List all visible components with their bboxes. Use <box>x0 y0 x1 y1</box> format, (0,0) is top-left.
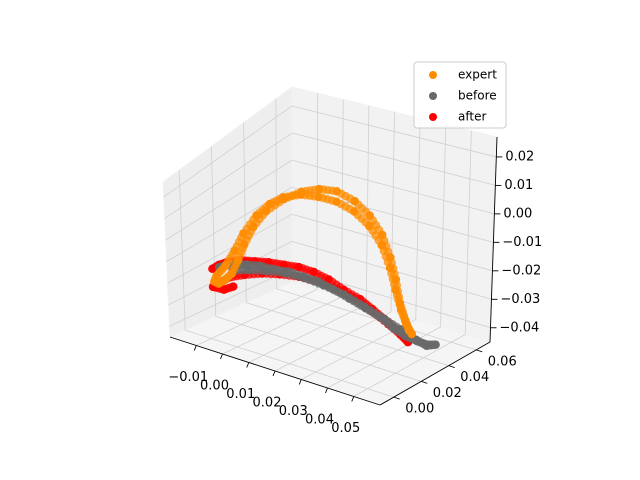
z-tick-label: 0.00 <box>503 206 532 221</box>
legend-marker-after <box>429 113 437 121</box>
grid-line-x-floor <box>222 296 342 355</box>
z-tick-label: −0.01 <box>502 235 542 250</box>
grid-line-z-left <box>167 213 293 284</box>
y-tick-label: 0.02 <box>433 386 462 401</box>
grid-line-z-left <box>165 159 293 241</box>
z-tick-label: 0.02 <box>505 149 534 164</box>
x-tick-mark <box>325 387 328 394</box>
y-tick-mark <box>476 349 483 353</box>
z-axis-line <box>489 136 498 343</box>
series-expert <box>210 184 416 339</box>
x-tick-mark <box>351 396 355 402</box>
y-axis-line <box>379 341 491 406</box>
y-tick-label: 0.00 <box>405 402 434 417</box>
grid-line-y-left <box>178 170 186 331</box>
x-tick-mark <box>220 353 223 360</box>
grid-line-x-floor <box>248 304 367 363</box>
axis-panes <box>162 86 498 406</box>
legend-marker-expert <box>429 71 437 79</box>
grid-line-y-floor <box>215 315 422 382</box>
legend: expert before after <box>413 61 507 129</box>
y-tick-mark <box>421 380 428 384</box>
z-tick-label: 0.01 <box>504 178 533 193</box>
grid-line-x-floor <box>327 326 441 389</box>
tick-labels: −0.010.000.010.020.030.040.050.000.020.0… <box>168 149 542 436</box>
data-points <box>208 184 440 350</box>
x-tick-mark <box>298 379 302 385</box>
y-tick-mark <box>448 365 455 369</box>
trail-marker-after <box>229 282 238 291</box>
grid-line-x-floor <box>274 311 392 372</box>
x-tick-label: 0.04 <box>305 413 334 428</box>
grid-line-x-floor <box>196 289 317 346</box>
grid-line-z-back <box>291 132 496 186</box>
legend-label-before: before <box>458 89 497 103</box>
y-tick-mark <box>393 396 400 400</box>
grid-line-z-back <box>291 105 497 158</box>
x-tick-label: 0.05 <box>331 421 360 436</box>
y-tick-label: 0.04 <box>460 370 489 385</box>
grid-line-x-back <box>365 105 370 305</box>
x-tick-label: −0.01 <box>168 370 208 385</box>
legend-frame <box>413 61 507 129</box>
x-tick-label: 0.03 <box>279 404 308 419</box>
grid-line-x-floor <box>353 334 466 397</box>
grid-lines <box>163 93 497 398</box>
x-tick-label: 0.00 <box>200 379 229 394</box>
grid-line-z-left <box>164 132 293 219</box>
grid-line-y-left <box>275 98 278 289</box>
legend-label-after: after <box>458 110 486 124</box>
tick-marks <box>193 156 503 402</box>
grid-line-y-floor <box>185 329 394 398</box>
x-tick-label: 0.01 <box>226 387 255 402</box>
z-tick-label: −0.02 <box>501 263 541 278</box>
trail-marker-expert <box>405 326 414 335</box>
grid-line-x-back <box>464 130 472 335</box>
grid-line-x-back <box>440 124 447 328</box>
x-tick-mark <box>272 370 276 377</box>
y-tick-label: 0.06 <box>488 354 517 369</box>
grid-line-y-floor <box>246 302 449 367</box>
x-tick-label: 0.02 <box>253 396 282 411</box>
legend-marker-before <box>429 92 437 100</box>
legend-label-expert: expert <box>458 68 497 82</box>
grid-line-z-left <box>163 105 293 198</box>
x-tick-mark <box>246 362 250 368</box>
x-tick-mark <box>193 345 197 351</box>
z-tick-label: −0.04 <box>499 320 539 335</box>
z-tick-label: −0.03 <box>500 292 540 307</box>
grid-line-z-back <box>291 159 495 215</box>
grid-line-x-back <box>415 118 421 320</box>
grid-line-z-back <box>291 213 493 272</box>
